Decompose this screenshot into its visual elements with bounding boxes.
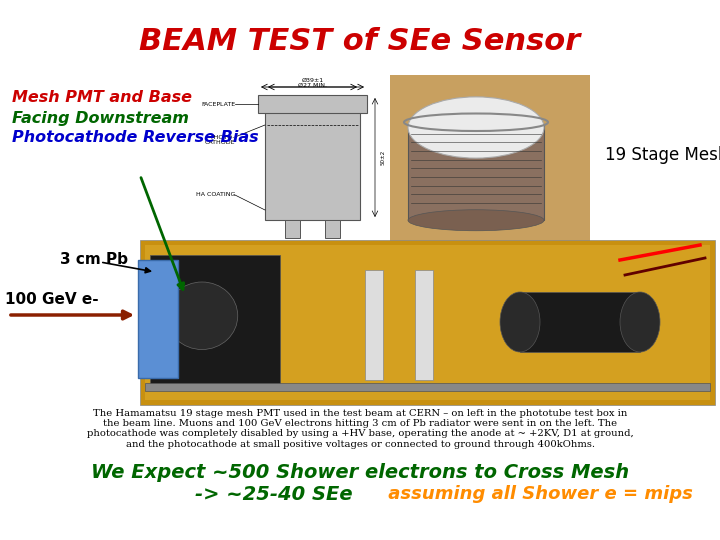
Text: photocathode was completely disabled by using a +HV base, operating the anode at: photocathode was completely disabled by … xyxy=(86,429,634,438)
Text: HA COATING: HA COATING xyxy=(196,192,235,198)
Bar xyxy=(150,255,280,390)
Bar xyxy=(520,292,640,352)
Bar xyxy=(258,95,367,113)
Text: the beam line. Muons and 100 GeV electrons hitting 3 cm of Pb radiator were sent: the beam line. Muons and 100 GeV electro… xyxy=(103,419,617,428)
Text: BEAM TEST of SEe Sensor: BEAM TEST of SEe Sensor xyxy=(140,28,580,57)
Text: Facing Downstream: Facing Downstream xyxy=(12,111,189,125)
Bar xyxy=(138,260,178,378)
Text: and the photocathode at small positive voltages or connected to ground through 4: and the photocathode at small positive v… xyxy=(125,440,595,449)
Bar xyxy=(415,270,433,380)
Ellipse shape xyxy=(500,292,540,352)
Text: 19 Stage Mesh: 19 Stage Mesh xyxy=(605,146,720,164)
Text: 50±2: 50±2 xyxy=(381,150,386,165)
Ellipse shape xyxy=(408,97,544,158)
Text: Ø39±1: Ø39±1 xyxy=(302,78,323,83)
Bar xyxy=(285,220,300,238)
Bar xyxy=(390,75,590,250)
Text: Photocathode Reverse Bias: Photocathode Reverse Bias xyxy=(12,131,258,145)
Bar xyxy=(140,240,715,405)
Ellipse shape xyxy=(620,292,660,352)
Text: Ø27 MIN.: Ø27 MIN. xyxy=(298,83,327,88)
Bar xyxy=(145,383,710,391)
Bar xyxy=(265,110,360,220)
Text: PHOTO-
CATHODE: PHOTO- CATHODE xyxy=(204,134,235,145)
Text: Mesh PMT and Base: Mesh PMT and Base xyxy=(12,91,192,105)
Text: We Expect ~500 Shower electrons to Cross Mesh: We Expect ~500 Shower electrons to Cross… xyxy=(91,462,629,482)
Bar xyxy=(365,270,383,380)
Text: assuming all Shower e = mips: assuming all Shower e = mips xyxy=(382,485,693,503)
Bar xyxy=(325,220,340,238)
Bar xyxy=(145,245,710,400)
Bar xyxy=(408,124,544,220)
Text: 100 GeV e-: 100 GeV e- xyxy=(5,293,99,307)
Text: The Hamamatsu 19 stage mesh PMT used in the test beam at CERN – on left in the p: The Hamamatsu 19 stage mesh PMT used in … xyxy=(93,408,627,417)
Text: -> ~25-40 SEe: -> ~25-40 SEe xyxy=(195,484,353,503)
Text: 3 cm Pb: 3 cm Pb xyxy=(60,253,128,267)
Ellipse shape xyxy=(166,282,238,349)
Text: FACEPLATE: FACEPLATE xyxy=(201,102,235,106)
Bar xyxy=(210,75,390,245)
Ellipse shape xyxy=(408,210,544,231)
